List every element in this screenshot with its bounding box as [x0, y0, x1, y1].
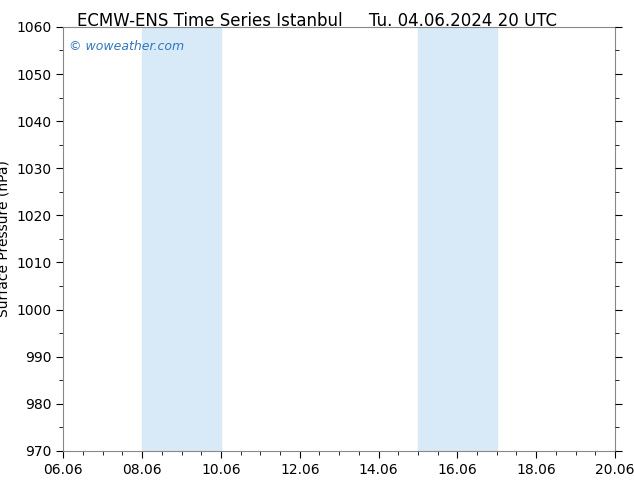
Bar	[418, 27, 497, 451]
Bar	[142, 27, 221, 451]
Y-axis label: Surface Pressure (hPa): Surface Pressure (hPa)	[0, 160, 11, 318]
Text: © woweather.com: © woweather.com	[69, 40, 184, 52]
Text: ECMW-ENS Time Series Istanbul     Tu. 04.06.2024 20 UTC: ECMW-ENS Time Series Istanbul Tu. 04.06.…	[77, 12, 557, 30]
